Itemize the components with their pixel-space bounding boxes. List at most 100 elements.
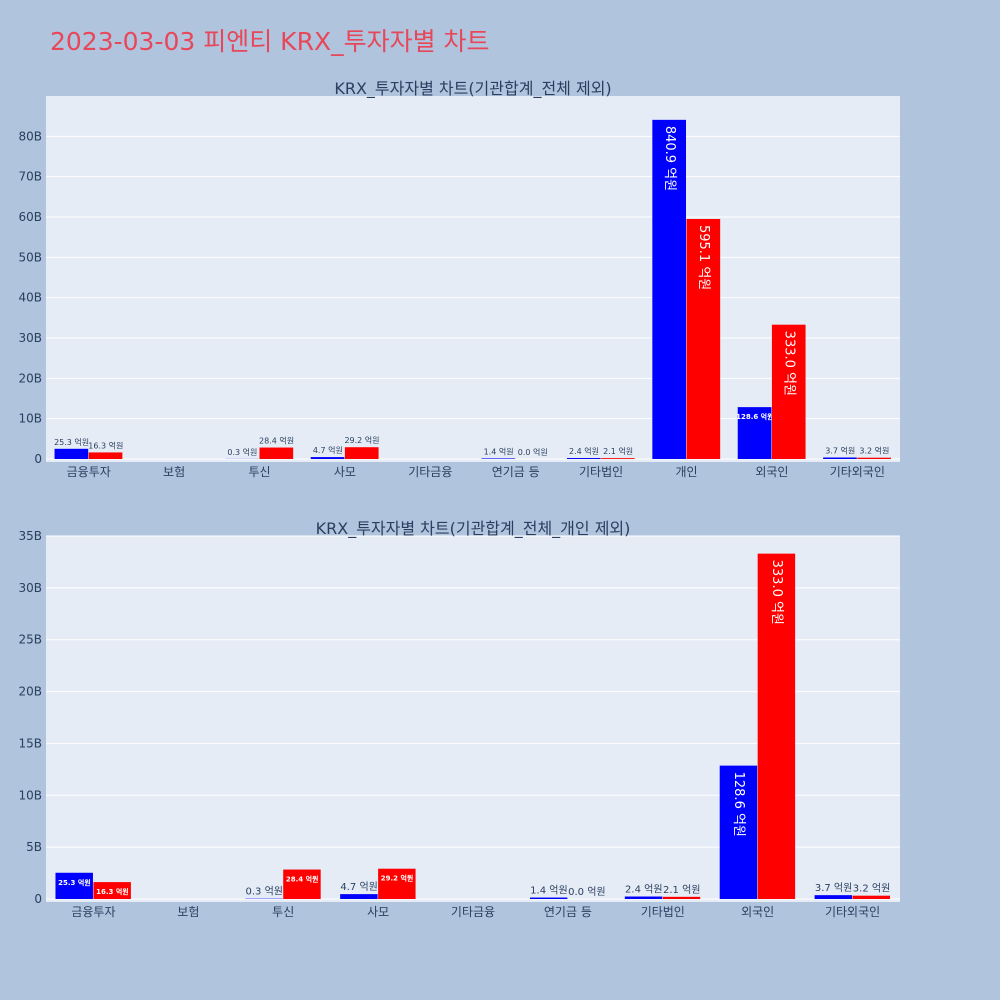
y-tick-label: 40B [18,291,42,305]
x-tick-label: 연기금 등 [492,465,540,479]
x-tick-label: 기타금융 [408,465,452,479]
chart-title: KRX_투자자별 차트(기관합계_전체_개인 제외) [316,519,631,539]
bar-data-label: 2.1 억원 [663,884,700,896]
x-tick-label: 개인 [675,465,697,479]
sell-bar [852,895,891,899]
sell-bar [757,553,796,899]
sell-bar [378,868,416,899]
bar-data-label: 28.4 억원 [286,875,319,884]
x-tick-label: 보험 [163,465,185,479]
sell-bar [771,324,806,459]
chart-2: 0 5B 10B 15B 20B 25B 30B 35B KRX_투자자별 차트(기관합계_전체… [18,519,900,919]
buy-bar [529,897,568,899]
x-tick-label: 기타금융 [451,905,495,919]
bar-data-label: 29.2 억원 [381,874,414,883]
buy-bar [566,458,601,459]
bar-data-label: 128.6 억원 [736,412,773,421]
sell-bar [857,457,891,459]
chart-title: KRX_투자자별 차트(기관합계_전체 제외) [334,79,611,99]
buy-bar [310,457,345,459]
x-tick-label: 외국인 [741,905,774,919]
bar-data-label: 0.0 억원 [568,886,605,898]
buy-bar [823,457,857,459]
bar-data-label: 28.4 억원 [259,436,294,446]
bar-data-label: 16.3 억원 [96,887,129,896]
sell-bar [662,896,701,899]
x-tick-label: 사모 [334,465,356,479]
bar-data-label: 2.4 억원 [625,884,662,896]
bar-data-label: 4.7 억원 [313,445,343,455]
bar-data-label: 25.3 억원 [58,878,91,887]
x-tick-label: 기타외국인 [825,905,880,919]
bar-data-label: 16.3 억원 [88,440,123,450]
bar-data-label: 840.9 억원 [662,126,677,191]
sell-bar [686,218,721,459]
x-tick-label: 투신 [272,905,294,919]
y-tick-label: 0 [34,452,42,466]
chart-1: 0 10B 20B 30B 40B 50B 60B 70B 80B KRX_투자자별 차트(기관합… [18,79,900,479]
buy-bar [719,765,758,899]
bar-data-label: 1.4 억원 [530,885,567,897]
sell-bar [93,882,131,899]
buy-bar [54,448,89,459]
bar-data-label: 25.3 억원 [54,437,89,447]
sell-bar [283,869,321,899]
bar-data-label: 2.4 억원 [569,446,599,456]
bar-data-label: 3.2 억원 [859,446,889,456]
bar-data-label: 29.2 억원 [344,435,379,445]
bar-data-label: 128.6 억원 [731,772,746,837]
x-tick-label: 기타법인 [579,465,623,479]
buy-bar [737,407,772,459]
buy-bar [814,895,853,899]
sell-bar [259,447,294,459]
bar-data-label: 0.3 억원 [227,447,257,457]
y-tick-label: 5B [26,840,42,854]
y-tick-label: 30B [18,331,42,345]
bar-data-label: 3.7 억원 [825,446,855,456]
plot-area [46,96,900,462]
x-tick-label: 보험 [177,905,199,919]
y-tick-label: 20B [18,685,42,699]
y-tick-label: 60B [18,210,42,224]
x-tick-label: 기타법인 [641,905,685,919]
bar-data-label: 3.2 억원 [853,883,890,895]
buy-bar [624,896,663,899]
x-tick-label: 기타외국인 [830,465,885,479]
bar-data-label: 333.0 억원 [769,560,784,625]
sell-bar [88,452,123,459]
y-tick-label: 10B [18,412,42,426]
y-tick-label: 20B [18,371,42,385]
bar-data-label: 4.7 억원 [340,881,377,893]
y-tick-label: 10B [18,788,42,802]
y-tick-label: 25B [18,633,42,647]
sell-bar [344,447,379,459]
bar-data-label: 0.3 억원 [246,886,283,898]
buy-bar [340,894,378,899]
x-tick-label: 금융투자 [67,465,111,479]
y-tick-label: 15B [18,736,42,750]
bar-data-label: 595.1 억원 [696,225,711,290]
x-tick-label: 연기금 등 [544,905,592,919]
x-tick-label: 사모 [367,905,389,919]
page-title: 2023-03-03 피엔티 KRX_투자자별 차트 [50,27,490,56]
buy-bar [481,458,516,459]
buy-bar [652,119,686,459]
bar-data-label: 2.1 억원 [603,446,633,456]
bar-data-label: 1.4 억원 [484,446,514,456]
y-tick-label: 0 [34,892,42,906]
x-tick-label: 외국인 [755,465,788,479]
y-tick-label: 80B [18,129,42,143]
bar-data-label: 3.7 억원 [815,882,852,894]
bar-data-label: 0.0 억원 [518,447,548,457]
sell-bar [601,458,635,459]
x-tick-label: 금융투자 [71,905,115,919]
y-tick-label: 30B [18,581,42,595]
y-tick-label: 70B [18,170,42,184]
bar-data-label: 333.0 억원 [781,331,796,396]
x-tick-label: 투신 [248,465,270,479]
y-tick-label: 50B [18,250,42,264]
buy-bar [55,872,93,899]
y-tick-label: 35B [18,529,42,543]
